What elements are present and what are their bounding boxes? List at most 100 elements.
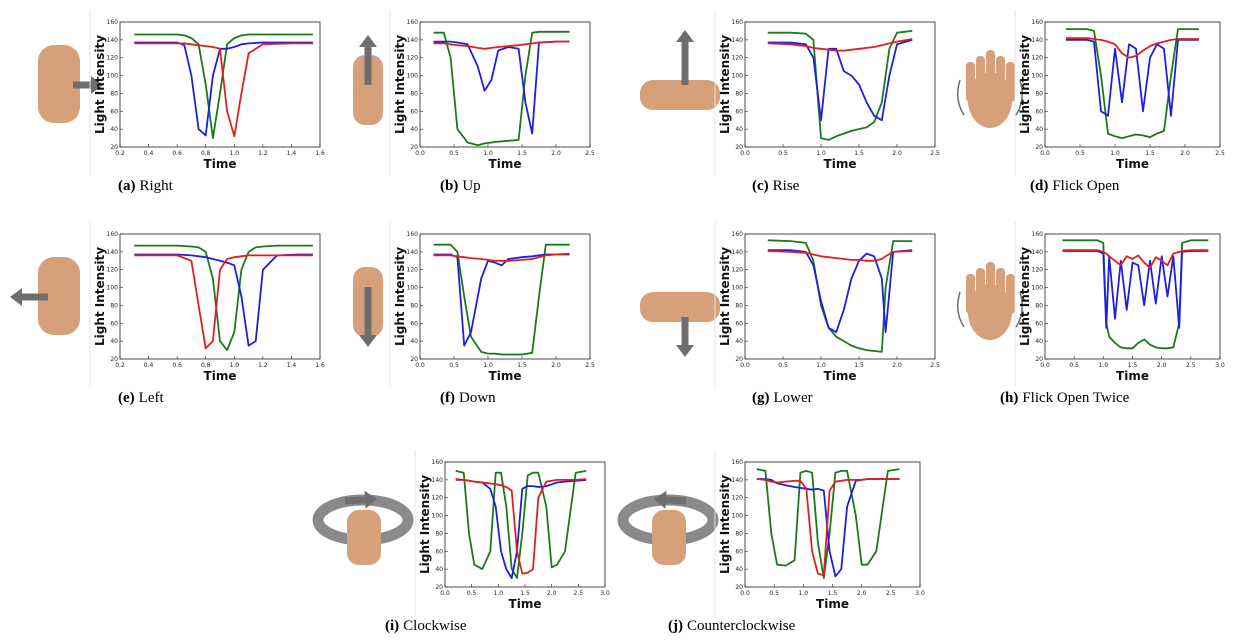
series-line (757, 479, 900, 576)
y-tick-label: 100 (107, 285, 119, 292)
x-tick-label: 1.5 (1145, 150, 1155, 157)
x-tick-label: 0.5 (467, 590, 477, 597)
y-tick-label: 160 (1032, 231, 1044, 238)
finger (986, 262, 995, 302)
x-tick-label: 1.5 (828, 590, 838, 597)
x-tick-label: 2.5 (574, 590, 584, 597)
y-tick-label: 40 (735, 126, 743, 133)
y-axis-label: Light Intensity (418, 475, 432, 574)
finger (966, 274, 975, 314)
x-axis-label: Time (489, 369, 522, 383)
y-tick-label: 60 (410, 108, 418, 115)
finger (996, 268, 1005, 308)
fist-icon (347, 510, 381, 565)
series-line (1063, 250, 1209, 268)
caption-text: Flick Open (1052, 178, 1120, 194)
y-tick-label: 60 (110, 320, 118, 327)
y-tick-label: 40 (110, 338, 118, 345)
y-axis-label: Light Intensity (93, 35, 107, 134)
fist-icon (640, 292, 720, 322)
y-tick-label: 60 (110, 108, 118, 115)
x-tick-label: 2.0 (551, 150, 561, 157)
x-tick-label: 1.5 (854, 362, 864, 369)
y-tick-label: 40 (410, 338, 418, 345)
fist-icon (640, 80, 720, 110)
x-tick-label: 1.4 (287, 362, 297, 369)
y-tick-label: 60 (1035, 108, 1043, 115)
y-tick-label: 120 (732, 267, 744, 274)
y-tick-label: 120 (407, 55, 419, 62)
y-axis-label: Light Intensity (718, 247, 732, 346)
y-tick-label: 60 (735, 320, 743, 327)
x-tick-label: 0.2 (115, 362, 125, 369)
y-axis-label: Light Intensity (393, 247, 407, 346)
x-tick-label: 0.0 (740, 150, 750, 157)
caption-tag: (g) (752, 390, 770, 406)
caption-text: Rise (773, 178, 800, 194)
series-line (134, 43, 313, 136)
y-tick-label: 100 (732, 513, 744, 520)
x-tick-label: 0.8 (201, 150, 211, 157)
y-tick-label: 80 (435, 530, 443, 537)
y-tick-label: 80 (110, 302, 118, 309)
y-tick-label: 160 (1032, 19, 1044, 26)
caption-tag: (h) (1000, 390, 1018, 406)
x-axis-label: Time (816, 597, 849, 611)
y-tick-label: 140 (107, 249, 119, 256)
series-line (434, 255, 570, 346)
x-tick-label: 1.0 (483, 362, 493, 369)
x-tick-label: 1.5 (854, 150, 864, 157)
series-line (456, 479, 587, 574)
y-axis-label: Light Intensity (718, 475, 732, 574)
x-axis-label: Time (1116, 157, 1149, 171)
x-tick-label: 1.0 (1110, 150, 1120, 157)
x-tick-label: 0.5 (769, 590, 779, 597)
x-axis-label: Time (204, 369, 237, 383)
series-line (1063, 251, 1209, 328)
y-tick-label: 40 (735, 566, 743, 573)
x-tick-label: 0.4 (144, 150, 154, 157)
x-tick-label: 1.0 (799, 590, 809, 597)
arrow-shaft (666, 500, 686, 501)
y-tick-label: 40 (410, 126, 418, 133)
caption: (b)Up (440, 178, 481, 194)
y-tick-label: 40 (1035, 126, 1043, 133)
x-tick-label: 2.0 (547, 590, 557, 597)
x-tick-label: 1.5 (517, 150, 527, 157)
y-axis-label: Light Intensity (718, 35, 732, 134)
arrow-shaft (345, 500, 365, 501)
caption: (e)Left (118, 390, 164, 406)
arrow-head (10, 288, 22, 306)
y-tick-label: 160 (732, 459, 744, 466)
caption-text: Left (139, 390, 165, 406)
caption-tag: (c) (752, 178, 769, 194)
y-tick-label: 80 (1035, 90, 1043, 97)
y-tick-label: 120 (732, 55, 744, 62)
x-tick-label: 0.5 (1075, 150, 1085, 157)
x-tick-label: 1.5 (517, 362, 527, 369)
finger (1006, 274, 1015, 314)
arrow-head (676, 30, 694, 42)
figure: 204060801001201401600.20.40.60.81.01.21.… (0, 0, 1238, 644)
x-tick-label: 1.4 (287, 150, 297, 157)
caption: (f)Down (440, 390, 496, 406)
y-tick-label: 160 (107, 231, 119, 238)
y-tick-label: 120 (732, 495, 744, 502)
y-tick-label: 100 (732, 73, 744, 80)
y-tick-label: 140 (1032, 37, 1044, 44)
x-axis-label: Time (489, 157, 522, 171)
x-tick-label: 0.5 (778, 362, 788, 369)
y-tick-label: 140 (732, 249, 744, 256)
x-tick-label: 0.5 (449, 150, 459, 157)
x-tick-label: 0.5 (449, 362, 459, 369)
x-tick-label: 2.5 (1215, 150, 1225, 157)
caption: (c)Rise (752, 178, 800, 194)
y-tick-label: 100 (407, 285, 419, 292)
caption-tag: (b) (440, 178, 458, 194)
series-line (768, 240, 912, 352)
x-tick-label: 0.0 (740, 362, 750, 369)
y-tick-label: 100 (107, 73, 119, 80)
x-tick-label: 0.4 (144, 362, 154, 369)
plot-frame (120, 22, 320, 147)
y-tick-label: 60 (435, 548, 443, 555)
